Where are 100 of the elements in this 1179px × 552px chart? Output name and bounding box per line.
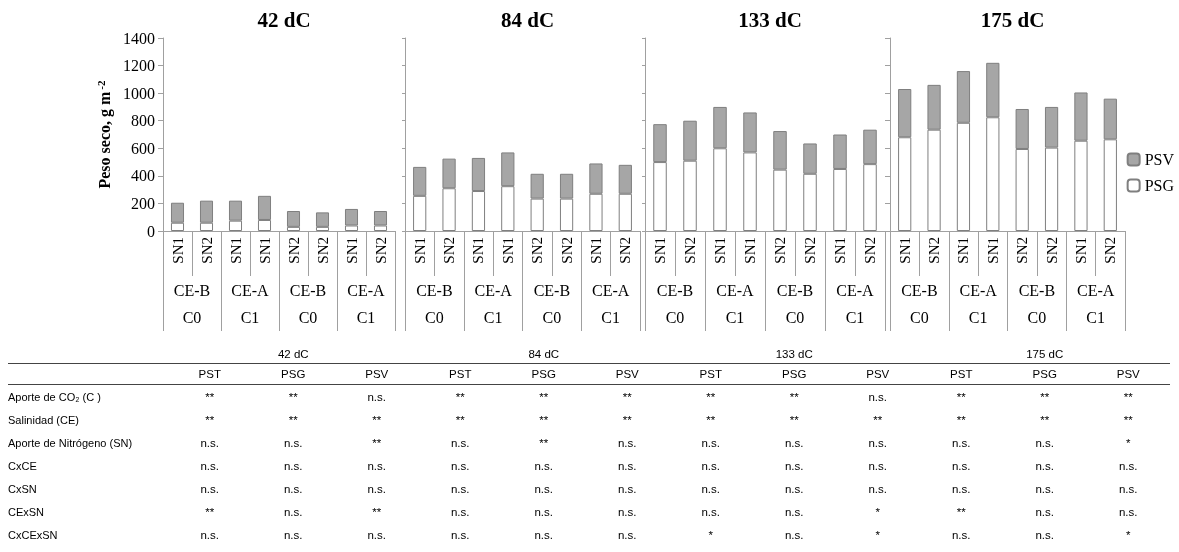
x-tick-label: SN2 [198,237,215,264]
x-tick-label: SN2 [314,237,331,264]
text: n.s. [1118,482,1138,495]
text: n.s. [1035,528,1055,541]
text: n.s. [534,482,554,495]
y-tick-label: 1000 [123,84,155,102]
text: n.s. [868,436,888,449]
category-label: Salinidad (CE) [8,413,79,426]
y-tick-label: 1400 [123,29,155,47]
text: n.s. [951,528,971,541]
x-tick-label: SN1 [832,237,848,264]
chart-title: 84 dC [500,7,555,32]
category-label: PSV [865,367,891,382]
text: ** [372,413,382,426]
text: CE-A [474,281,513,299]
text: ** [956,390,966,403]
text: n.s. [450,436,470,449]
text: ** [1040,413,1050,426]
text: C1 [725,308,745,326]
text: n.s. [701,459,721,472]
text: n.s. [617,505,637,518]
legend-label: PSV [1144,151,1175,168]
chart-title: 42 dC [257,7,311,32]
x-tick-label: SN1 [169,237,186,264]
text: n.s. [534,528,554,541]
category-label: CxSN [8,482,37,495]
text: 42 dC [276,347,310,362]
text: n.s. [951,482,971,495]
text: C0 [182,308,202,326]
text: CE-A [959,281,998,299]
text: CE-A [1076,281,1115,299]
text: n.s. [1035,505,1055,518]
category-label: CxCE [8,459,37,472]
category-label: PST [949,367,974,382]
text: CE-B [289,281,327,299]
text: C1 [845,308,865,326]
text: ** [706,390,716,403]
chart-title: 133 dC [738,7,802,32]
x-tick-label: SN2 [862,237,878,264]
text: n.s. [784,436,804,449]
text: n.s. [1118,505,1138,518]
text: ** [956,505,966,518]
x-tick-label: SN1 [227,237,244,264]
text: n.s. [951,436,971,449]
text: ** [372,436,382,449]
text: n.s. [283,482,303,495]
category-label: CxCExSN [8,528,58,541]
text: n.s. [450,528,470,541]
text: n.s. [200,459,220,472]
x-tick-label: SN1 [1072,237,1089,264]
x-tick-label: SN2 [1043,237,1060,264]
text: n.s. [868,390,888,403]
text: CE-A [347,281,386,299]
x-tick-label: SN2 [682,237,698,264]
text: n.s. [701,436,721,449]
text: n.s. [868,482,888,495]
bar [286,211,301,227]
text: n.s. [534,505,554,518]
text: CE-B [533,281,571,299]
text: C1 [240,308,260,326]
text: * [875,528,880,541]
text: C1 [601,308,620,326]
category-label: PSV [614,367,640,382]
text: ** [1123,390,1133,403]
text: CE-B [776,281,814,299]
text: n.s. [784,528,804,541]
text: ** [956,413,966,426]
text: n.s. [283,436,303,449]
text: * [875,505,880,518]
text: n.s. [283,528,303,541]
text: n.s. [200,482,220,495]
category-label: PSG [1031,367,1058,382]
text: C0 [1027,308,1047,326]
text: C0 [785,308,805,326]
x-tick-label: SN2 [441,237,458,264]
chart-title: 175 dC [980,7,1045,32]
text: ** [622,413,632,426]
text: C0 [298,308,318,326]
x-tick-label: SN2 [529,237,546,264]
text: CE-B [656,281,694,299]
text: ** [706,413,716,426]
text: n.s. [784,459,804,472]
x-tick-label: SN1 [896,237,913,264]
category-label: PSV [364,367,390,382]
category-label: PST [197,367,222,382]
text: C0 [425,308,444,326]
x-tick-label: SN1 [343,237,360,264]
text: n.s. [450,505,470,518]
text: n.s. [283,505,303,518]
text: n.s. [701,505,721,518]
text: C1 [483,308,503,326]
y-tick-label: 600 [131,139,155,157]
x-tick-label: SN2 [772,237,788,264]
x-tick-label: SN1 [587,237,604,264]
text: ** [205,390,215,403]
category-label: PST [698,367,723,382]
legend-label: PSG [1144,177,1175,194]
bar [315,212,330,227]
text: ** [539,413,549,426]
text: CE-A [231,281,270,299]
